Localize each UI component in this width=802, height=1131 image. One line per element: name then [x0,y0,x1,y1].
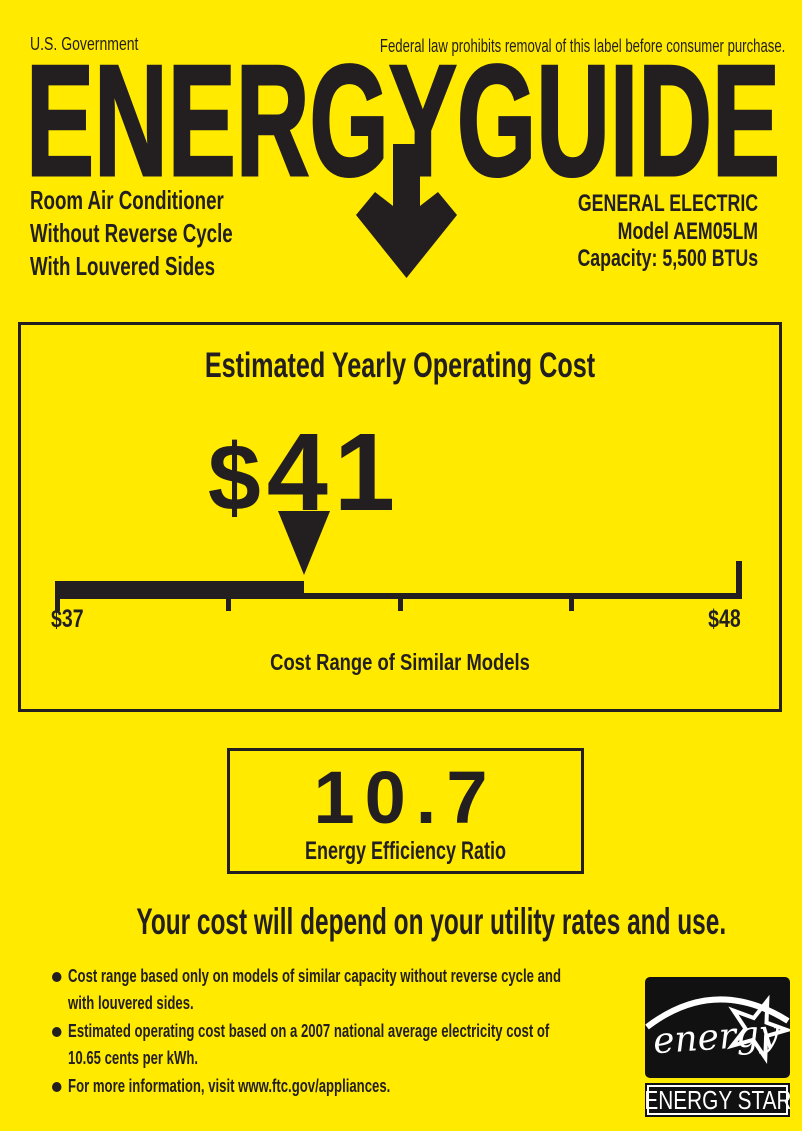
energy-star-emblem: energy [645,977,790,1078]
big-price: $41 [208,409,401,536]
tick-mark [569,599,574,611]
us-government-text: U.S. Government [30,34,139,54]
footnote-item: Estimated operating cost based on a 2007… [52,1018,636,1073]
energy-star-arc [645,996,790,1030]
utility-rates-heading: Your cost will depend on your utility ra… [136,901,727,942]
tick-mark [398,599,403,611]
energyguide-logo: ENERGYGUIDE [25,56,782,278]
scale-end-cap [736,561,742,599]
product-type: Room Air Conditioner Without Reverse Cyc… [30,185,233,281]
cost-box-title: Estimated Yearly Operating Cost [204,346,596,385]
energy-star-wordmark: ENERGY STAR [643,1084,792,1115]
energy-star-wordmark-bar: ENERGY STAR [643,1083,792,1117]
federal-law-notice: Federal law prohibits removal of this la… [379,36,785,56]
energyguide-wordmark: ENERGYGUIDE [26,56,780,209]
footnote-item: For more information, visit www.ftc.gov/… [52,1073,636,1100]
operating-cost-box: Estimated Yearly Operating Cost $41 $37 … [18,322,782,712]
energy-star-logo: energy ENERGY STAR [643,977,792,1117]
energy-star-script: energy [652,1013,782,1063]
eer-label: Energy Efficiency Ratio [304,837,507,865]
scale-max-label: $48 [708,605,741,633]
product-brand-model: GENERAL ELECTRIC Model AEM05LM Capacity:… [577,190,758,272]
tick-mark [226,599,231,611]
down-arrow-icon [356,144,457,278]
energy-star-wordmark-frame: ENERGY STAR [643,1084,792,1115]
price-pointer [278,511,331,575]
footnote-list: Cost range based only on models of simil… [52,963,636,1100]
eer-box: 10.7 Energy Efficiency Ratio [227,748,584,874]
currency-sign: $ [207,425,261,531]
scale-min-label: $37 [51,605,84,633]
footnote-item: Cost range based only on models of simil… [52,963,636,1018]
star-icon [726,994,790,1064]
range-track [55,593,741,599]
tick-mark [55,599,60,611]
eer-value: 10.7 [313,756,498,839]
cost-range-caption: Cost Range of Similar Models [270,649,530,675]
